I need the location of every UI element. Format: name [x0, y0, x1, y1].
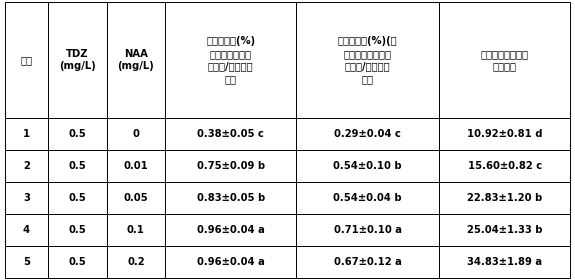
Bar	[439, 214, 570, 246]
Bar	[5, 2, 48, 118]
Bar	[5, 182, 48, 214]
Text: 0.05: 0.05	[124, 193, 148, 203]
Text: 3: 3	[23, 193, 30, 203]
Bar	[296, 118, 439, 150]
Text: 0.54±0.10 b: 0.54±0.10 b	[334, 161, 402, 171]
Bar	[296, 214, 439, 246]
Text: 0.96±0.04 a: 0.96±0.04 a	[197, 225, 264, 235]
Text: 0.54±0.04 b: 0.54±0.04 b	[334, 193, 402, 203]
Text: 0: 0	[132, 129, 139, 139]
Bar	[165, 182, 296, 214]
Bar	[107, 246, 165, 278]
Bar	[48, 246, 107, 278]
Bar	[48, 150, 107, 182]
Bar	[165, 214, 296, 246]
Text: 0.83±0.05 b: 0.83±0.05 b	[197, 193, 264, 203]
Text: 0.5: 0.5	[68, 193, 86, 203]
Bar	[107, 182, 165, 214]
Bar	[107, 2, 165, 118]
Text: 体胚转化率(%)(体
胚转化成植株的外
植体数/总外植体
数）: 体胚转化率(%)(体 胚转化成植株的外 植体数/总外植体 数）	[338, 36, 397, 84]
Bar	[439, 182, 570, 214]
Text: 1: 1	[23, 129, 30, 139]
Bar	[165, 2, 296, 118]
Bar	[48, 182, 107, 214]
Text: 体胚发生率(%)
（产生体胚的外
植体数/外植体总
数）: 体胚发生率(%) （产生体胚的外 植体数/外植体总 数）	[206, 36, 255, 84]
Bar	[5, 150, 48, 182]
Bar	[165, 246, 296, 278]
Text: 0.01: 0.01	[124, 161, 148, 171]
Text: 成苗数（单个叶片
外植体）: 成苗数（单个叶片 外植体）	[481, 49, 529, 71]
Bar	[296, 182, 439, 214]
Bar	[296, 150, 439, 182]
Text: 0.2: 0.2	[127, 257, 145, 267]
Text: 22.83±1.20 b: 22.83±1.20 b	[467, 193, 542, 203]
Bar	[107, 214, 165, 246]
Bar	[107, 118, 165, 150]
Text: 34.83±1.89 a: 34.83±1.89 a	[467, 257, 542, 267]
Text: 10.92±0.81 d: 10.92±0.81 d	[467, 129, 543, 139]
Text: 0.5: 0.5	[68, 225, 86, 235]
Bar	[296, 246, 439, 278]
Bar	[48, 2, 107, 118]
Text: TDZ
(mg/L): TDZ (mg/L)	[59, 49, 96, 71]
Bar	[5, 118, 48, 150]
Bar	[107, 150, 165, 182]
Text: NAA
(mg/L): NAA (mg/L)	[117, 49, 154, 71]
Text: 2: 2	[23, 161, 30, 171]
Bar	[48, 214, 107, 246]
Text: 0.5: 0.5	[68, 161, 86, 171]
Text: 0.67±0.12 a: 0.67±0.12 a	[334, 257, 402, 267]
Text: 0.5: 0.5	[68, 257, 86, 267]
Bar	[439, 2, 570, 118]
Text: 15.60±0.82 c: 15.60±0.82 c	[467, 161, 542, 171]
Text: 0.96±0.04 a: 0.96±0.04 a	[197, 257, 264, 267]
Bar	[439, 118, 570, 150]
Text: 4: 4	[23, 225, 30, 235]
Text: 0.75±0.09 b: 0.75±0.09 b	[197, 161, 264, 171]
Text: 0.5: 0.5	[68, 129, 86, 139]
Bar	[5, 214, 48, 246]
Text: 25.04±1.33 b: 25.04±1.33 b	[467, 225, 543, 235]
Bar	[48, 118, 107, 150]
Text: 5: 5	[23, 257, 30, 267]
Text: 编号: 编号	[21, 55, 32, 65]
Text: 0.38±0.05 c: 0.38±0.05 c	[197, 129, 264, 139]
Bar	[165, 150, 296, 182]
Bar	[165, 118, 296, 150]
Text: 0.29±0.04 c: 0.29±0.04 c	[334, 129, 401, 139]
Bar	[296, 2, 439, 118]
Text: 0.71±0.10 a: 0.71±0.10 a	[334, 225, 402, 235]
Bar	[5, 246, 48, 278]
Text: 0.1: 0.1	[127, 225, 145, 235]
Bar	[439, 150, 570, 182]
Bar	[439, 246, 570, 278]
